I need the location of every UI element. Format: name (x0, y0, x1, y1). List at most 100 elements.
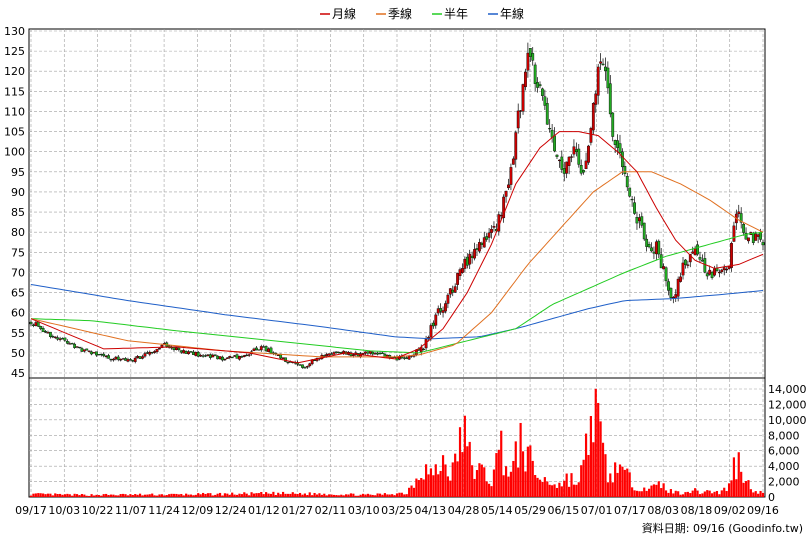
volume-bar (577, 482, 580, 497)
volume-bar (206, 493, 210, 497)
legend-label: 季線 (388, 6, 412, 21)
candle-body (514, 132, 518, 160)
volume-bar (691, 490, 694, 497)
volume-bar (735, 479, 738, 497)
date-tick-label: 02/11 (315, 504, 347, 517)
volume-bar (260, 491, 263, 497)
volume-bar (393, 495, 396, 497)
candle-body (465, 256, 469, 266)
candle-body (383, 353, 387, 357)
volume-bar (294, 493, 297, 497)
candle-body (373, 353, 377, 355)
candle-body (82, 349, 86, 352)
volume-bar (281, 491, 285, 497)
volume-bar (730, 480, 733, 497)
candle-body (637, 217, 641, 222)
volume-bar (408, 487, 411, 497)
candle-body (688, 254, 692, 263)
volume-bar (444, 464, 447, 497)
candle-body (116, 356, 120, 360)
price-axis: 45 50 55 60 65 70 75 80 85 90 95 100 105 110 115 120 125… (4, 25, 25, 380)
date-tick-label: 03/10 (348, 504, 380, 517)
date-tick-label: 03/25 (381, 504, 413, 517)
candle-body (32, 324, 35, 326)
date-tick-label: 09/02 (714, 504, 746, 517)
candle-body (58, 338, 62, 340)
volume-bar (42, 493, 45, 497)
candle-body (41, 328, 45, 333)
volume-bar (221, 495, 224, 497)
volume-bar (652, 484, 656, 497)
volume-bar (63, 494, 67, 497)
volume-bar (129, 494, 132, 497)
volume-bar (502, 475, 505, 497)
volume-bar (107, 495, 110, 497)
volume-bar (723, 487, 726, 497)
candle-body (475, 248, 479, 250)
candle-body (742, 224, 746, 233)
volume-bar (78, 495, 81, 497)
volume-bar (194, 494, 197, 497)
volume-bar (667, 492, 670, 497)
volume-bar (170, 493, 173, 497)
candle-body (233, 355, 237, 357)
candle-body (521, 84, 525, 112)
candle-body (56, 337, 60, 340)
volume-bar (320, 494, 323, 497)
candle-body (34, 322, 38, 326)
candle-body (669, 287, 673, 298)
candle-body (633, 202, 636, 214)
volume-bar (737, 452, 740, 497)
candle-body (698, 257, 702, 260)
candle-body (621, 151, 624, 168)
volume-bar (342, 495, 345, 497)
volume-bar (272, 491, 275, 497)
volume-bar (398, 492, 401, 497)
volume-bar (44, 494, 47, 497)
volume-bar (73, 493, 76, 497)
price-tick-label: 110 (4, 105, 25, 118)
candlesticks (29, 42, 765, 369)
candle-body (594, 93, 598, 105)
volume-bar (306, 494, 309, 497)
candle-body (225, 357, 229, 359)
volume-bar (587, 454, 590, 497)
candle-body (349, 352, 353, 356)
volume-bar (495, 453, 498, 497)
volume-tick-label: 2,000 (768, 476, 800, 489)
candle-body (68, 343, 72, 345)
candle-body (611, 112, 615, 137)
candle-body (703, 258, 707, 273)
volume-bar (403, 494, 406, 497)
candle-body (199, 354, 203, 357)
candle-body (109, 358, 113, 361)
candle-body (511, 158, 515, 165)
candle-body (160, 345, 164, 349)
volume-bar (235, 494, 239, 497)
candle-body (48, 331, 52, 337)
volume-bar (560, 486, 563, 497)
volume-bar (757, 493, 760, 497)
candle-body (301, 364, 304, 368)
volume-bar (727, 483, 731, 497)
candle-body (642, 222, 646, 240)
candle-body (366, 351, 370, 354)
candle-body (439, 308, 443, 312)
candle-body (574, 149, 578, 153)
candle-body (65, 341, 69, 344)
candle-body (322, 355, 326, 357)
price-tick-label: 55 (11, 327, 25, 340)
volume-bar (706, 490, 709, 497)
volume-bar (572, 484, 576, 497)
volume-bar (100, 495, 103, 497)
candle-body (172, 347, 176, 350)
volume-bar (146, 494, 149, 497)
volume-bar (168, 494, 171, 497)
candle-body (269, 347, 273, 354)
volume-bar (563, 480, 566, 497)
volume-bar (640, 491, 643, 497)
volume-bar (698, 494, 702, 497)
volume-bar (325, 495, 328, 497)
volume-bar (228, 494, 231, 497)
data-date-label: 資料日期: 09/16 (Goodinfo.tw) (642, 521, 803, 535)
